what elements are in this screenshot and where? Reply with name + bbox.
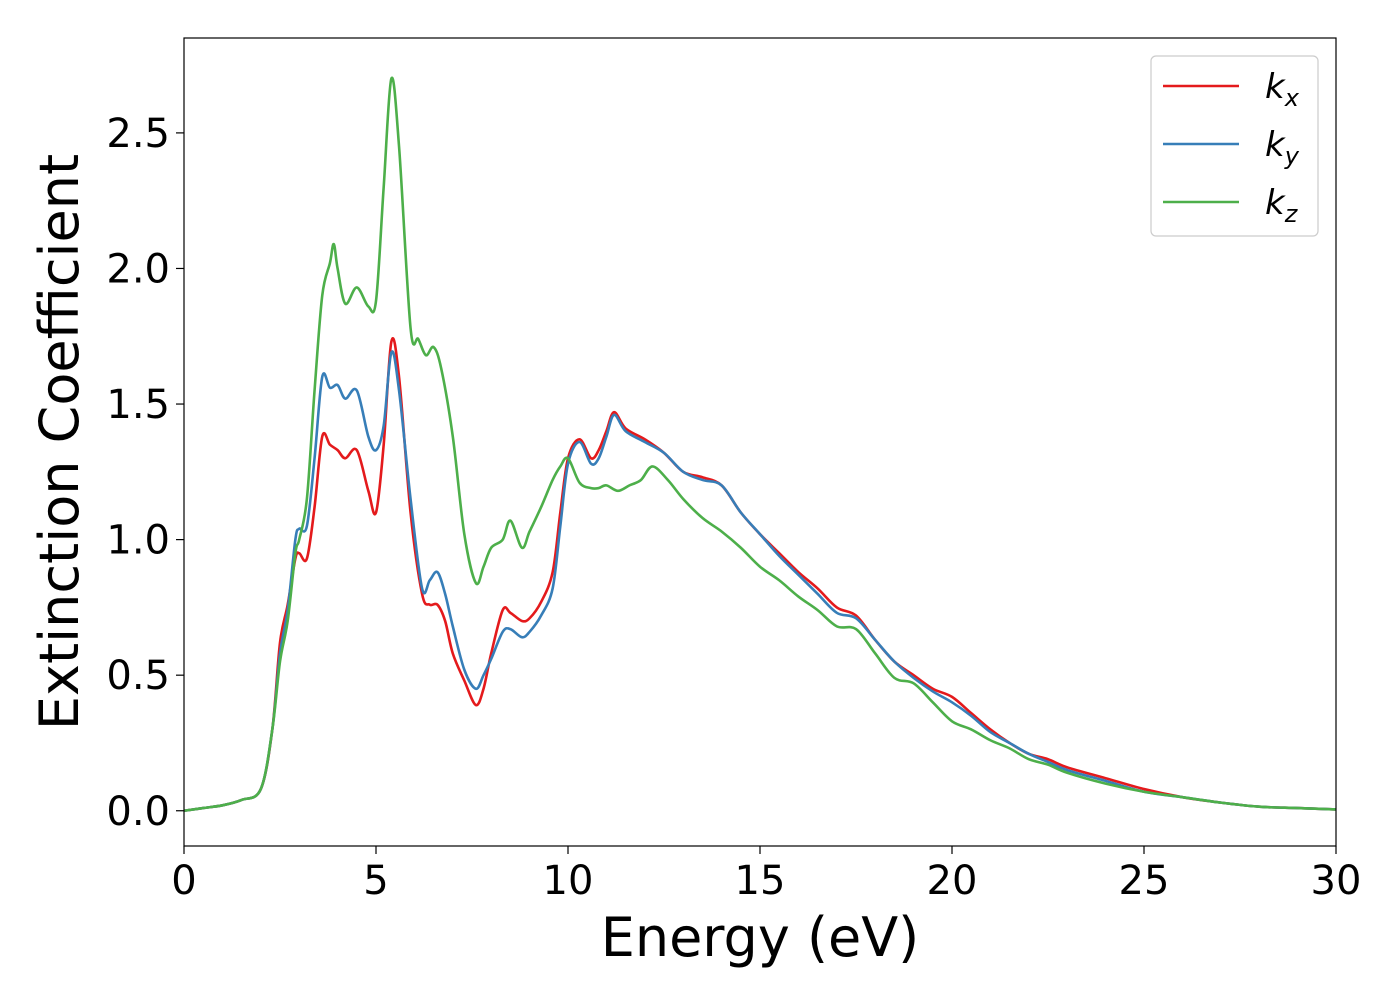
x-tick-label: 20: [927, 858, 978, 904]
y-tick-label: 0.0: [106, 789, 170, 835]
x-tick-label: 30: [1311, 858, 1362, 904]
y-axis-label: Extinction Coefficient: [28, 154, 91, 730]
y-tick-label: 0.5: [106, 653, 170, 699]
legend-label-y: ky: [1265, 125, 1300, 170]
x-tick-label: 15: [735, 858, 786, 904]
x-tick-label: 0: [171, 858, 196, 904]
x-tick-label: 10: [543, 858, 594, 904]
x-tick-label: 25: [1119, 858, 1170, 904]
y-tick-label: 1.0: [106, 518, 170, 564]
y-axis: 0.0 0.5 1.0 1.5 2.0 2.5: [106, 111, 184, 835]
legend: kx ky kz: [1150, 55, 1319, 237]
series-lines: [183, 76, 1337, 813]
y-tick-label: 1.5: [106, 382, 170, 428]
series-line-x: [183, 337, 1337, 813]
y-tick-label: 2.0: [106, 246, 170, 292]
y-tick-label: 2.5: [106, 111, 170, 157]
plot-background: [184, 38, 1336, 846]
series-line-y: [183, 350, 1337, 813]
legend-box: [1150, 55, 1319, 237]
legend-label-z: kz: [1265, 183, 1299, 228]
x-tick-label: 5: [363, 858, 388, 904]
x-axis-label: Energy (eV): [601, 906, 920, 969]
x-axis: 0 5 10 15 20 25 30: [171, 846, 1361, 904]
legend-label-x: kx: [1265, 67, 1300, 112]
series-line-z: [183, 76, 1337, 813]
